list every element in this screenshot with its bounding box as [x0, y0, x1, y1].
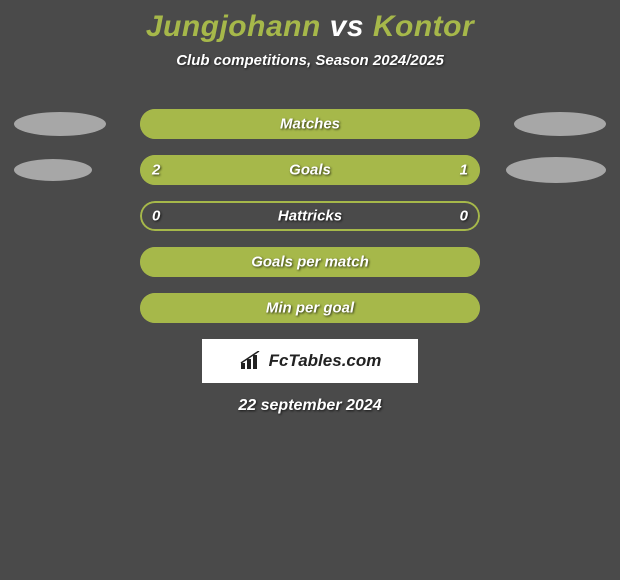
- value-ellipse-right: [514, 112, 606, 136]
- value-ellipse-left: [14, 112, 106, 136]
- stat-label: Hattricks: [278, 208, 342, 225]
- stat-label: Goals per match: [251, 254, 369, 271]
- stat-bar: Matches: [140, 109, 480, 139]
- vs-text: vs: [330, 10, 364, 43]
- stat-label: Matches: [280, 116, 340, 133]
- stat-row: 2 1 Goals: [0, 155, 620, 185]
- comparison-card: Jungjohann vs Kontor Club competitions, …: [0, 0, 620, 415]
- stat-label: Goals: [289, 162, 331, 179]
- logo-box: FcTables.com: [202, 339, 418, 383]
- bar-chart-icon: [239, 351, 263, 371]
- stat-label: Min per goal: [266, 300, 354, 317]
- logo-text: FcTables.com: [269, 351, 382, 371]
- stat-value-right: 0: [460, 208, 468, 225]
- stat-bar: Goals per match: [140, 247, 480, 277]
- date-text: 22 september 2024: [0, 397, 620, 415]
- stat-value-left: 0: [152, 208, 160, 225]
- stat-row: Matches: [0, 109, 620, 139]
- value-ellipse-right: [506, 157, 606, 183]
- value-ellipse-left: [14, 159, 92, 181]
- stat-bar: 0 0 Hattricks: [140, 201, 480, 231]
- stat-rows: Matches 2 1 Goals 0 0 Hattricks Goals per match…: [0, 109, 620, 323]
- stat-value-right: 1: [460, 162, 468, 179]
- stat-bar: 2 1 Goals: [140, 155, 480, 185]
- bar-fill-left: [140, 155, 367, 185]
- stat-row: 0 0 Hattricks: [0, 201, 620, 231]
- stat-bar: Min per goal: [140, 293, 480, 323]
- page-title: Jungjohann vs Kontor: [0, 10, 620, 44]
- player2-name: Kontor: [373, 10, 474, 43]
- stat-row: Goals per match: [0, 247, 620, 277]
- stat-row: Min per goal: [0, 293, 620, 323]
- stat-value-left: 2: [152, 162, 160, 179]
- player1-name: Jungjohann: [146, 10, 321, 43]
- subtitle: Club competitions, Season 2024/2025: [0, 52, 620, 69]
